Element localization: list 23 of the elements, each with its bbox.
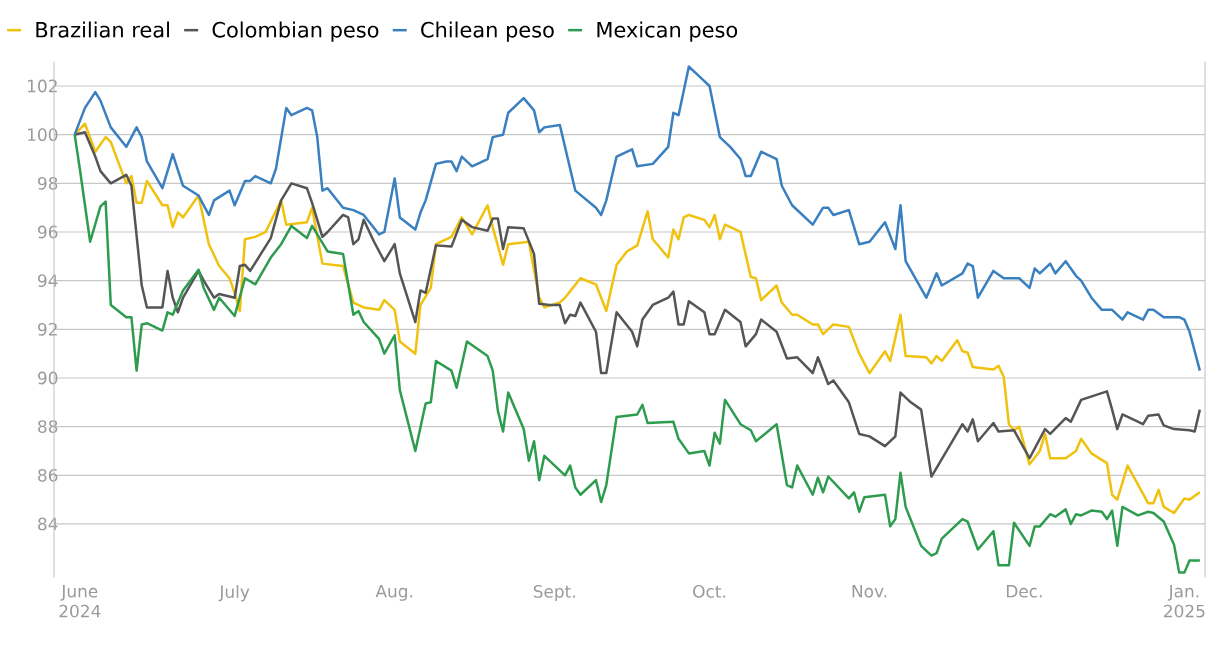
y-tick-label: 102 bbox=[28, 79, 57, 93]
y-tick-label: 96 bbox=[38, 225, 58, 239]
x-tick-label: Jan. 2025 bbox=[1164, 585, 1205, 618]
y-tick-label: 100 bbox=[28, 128, 58, 142]
x-tick-label: June 2024 bbox=[59, 585, 101, 618]
y-tick-label: 90 bbox=[38, 371, 58, 385]
y-tick-label: 98 bbox=[38, 176, 58, 190]
legend-label: Colombian peso bbox=[212, 21, 379, 42]
legend-label: Chilean peso bbox=[421, 21, 554, 42]
legend-label: Mexican peso bbox=[597, 21, 738, 42]
legend-label: Brazilian real bbox=[36, 21, 169, 38]
x-tick-label: Nov. bbox=[852, 585, 887, 598]
line-series bbox=[73, 65, 1202, 372]
y-tick-label: 86 bbox=[38, 468, 58, 482]
x-tick-label: Sept. bbox=[533, 585, 575, 602]
x-tick-label: Oct. bbox=[693, 585, 726, 598]
x-tick-label: Dec. bbox=[1006, 585, 1042, 598]
y-tick-label: 84 bbox=[38, 517, 58, 531]
y-tick-label: 94 bbox=[38, 274, 58, 288]
y-tick-label: 88 bbox=[38, 420, 58, 434]
x-tick-label: July bbox=[218, 585, 250, 602]
x-tick-label: Aug. bbox=[375, 585, 413, 601]
y-tick-label: 92 bbox=[38, 322, 57, 336]
